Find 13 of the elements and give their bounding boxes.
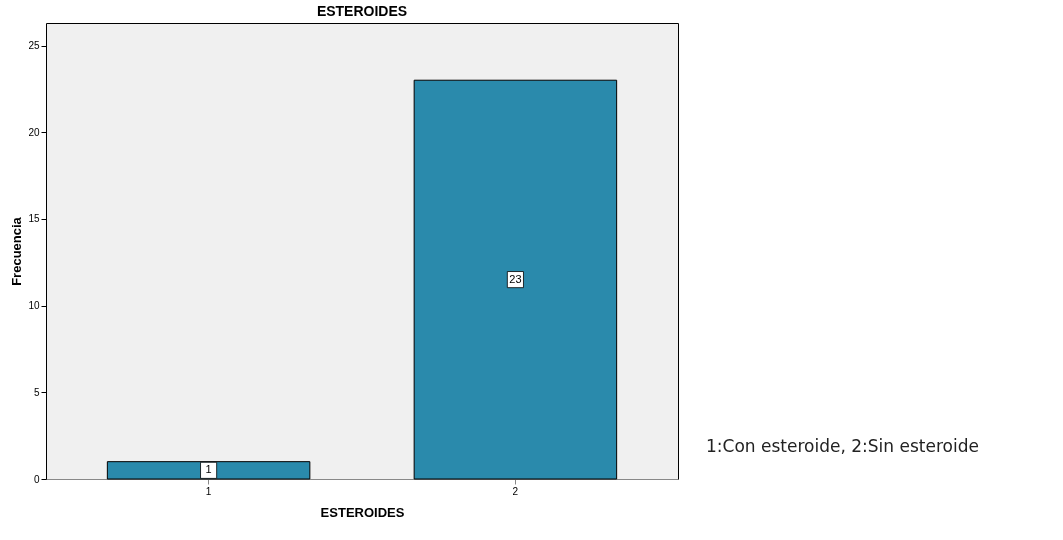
x-axis-title: ESTEROIDES xyxy=(320,504,405,520)
data-label: 23 xyxy=(509,272,522,285)
y-tick-label: 10 xyxy=(28,300,40,312)
y-axis-title: Frecuencia xyxy=(9,216,25,286)
y-tick-label: 15 xyxy=(28,213,40,225)
data-label: 1 xyxy=(205,463,212,476)
text: 1:Con esteroide, 2:Sin esteroide xyxy=(706,436,979,456)
y-tick-label: 20 xyxy=(28,126,40,138)
y-tick-label: 0 xyxy=(33,473,40,485)
chart-title: ESTEROIDES xyxy=(316,3,408,19)
y-tick-label: 5 xyxy=(33,386,40,398)
x-tick-label: 2 xyxy=(512,485,519,497)
y-tick-label: 25 xyxy=(28,40,40,52)
